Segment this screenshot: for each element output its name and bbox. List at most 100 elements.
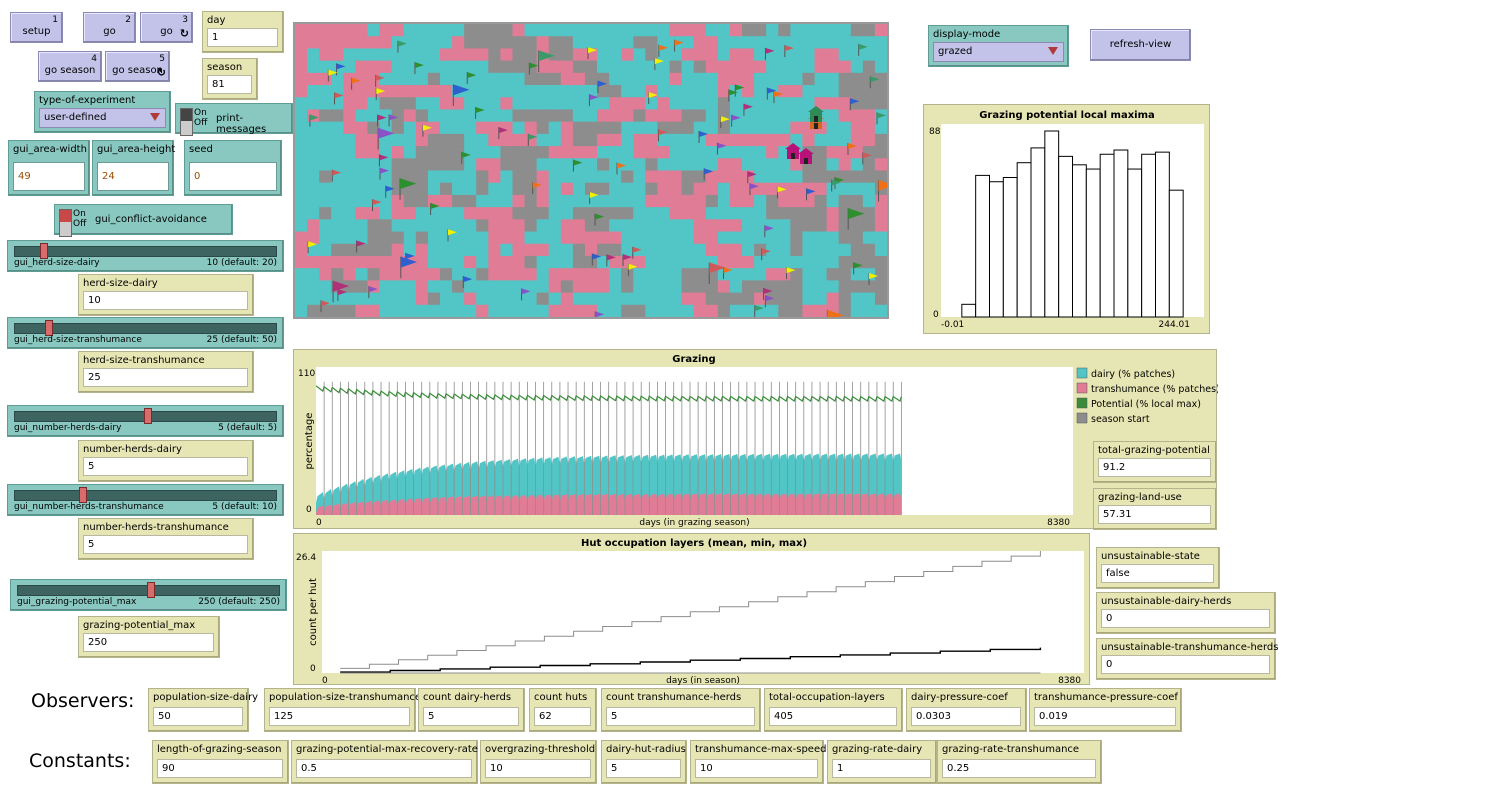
patch [874,146,888,159]
patch [621,48,634,62]
slider-track[interactable] [14,246,277,257]
display-mode-select[interactable]: grazed [933,42,1064,62]
herd-flag-icon [377,127,395,150]
seed-input[interactable]: seed 0 [184,140,282,196]
display-mode-chooser[interactable]: display-mode grazed [928,25,1069,67]
patch [427,207,441,220]
go-once-button[interactable]: 2 go [83,12,136,43]
patch [705,109,719,123]
patch [355,219,368,233]
area-width-field[interactable]: 49 [13,162,85,191]
go-season-button[interactable]: 4 go season [38,51,102,82]
patch [488,292,501,306]
patch [331,109,344,123]
patch [826,182,840,196]
slider-handle[interactable] [39,243,48,259]
herd-size-dairy-slider[interactable]: gui_herd-size-dairy 10 (default: 20) [7,240,284,272]
type-of-experiment-chooser[interactable]: type-of-experiment user-defined [34,91,171,133]
patch [343,292,356,306]
patch [367,170,381,184]
number-herds-transhumance-slider[interactable]: gui_number-herds-transhumance 5 (default… [7,484,284,516]
slider-track[interactable] [14,323,277,334]
patch [838,268,852,281]
number-herds-dairy-slider[interactable]: gui_number-herds-dairy 5 (default: 5) [7,405,284,437]
world-view[interactable] [293,22,895,332]
patch [621,133,634,147]
conflict-avoidance-switch[interactable]: On Off gui_conflict-avoidance [54,204,233,237]
patch [355,292,368,306]
switch-toggle-icon[interactable] [180,108,193,136]
switch-toggle-icon[interactable] [59,209,72,237]
patch [403,207,417,220]
patch [548,85,562,98]
patch [512,219,526,233]
setup-button[interactable]: 1 setup [10,12,63,43]
patch [645,268,658,281]
patch [657,133,671,147]
refresh-view-button[interactable]: refresh-view [1090,29,1191,61]
herd-flag-icon [532,182,542,195]
patch [633,109,646,123]
patch [343,48,356,62]
print-messages-switch[interactable]: On Off print-messages [175,103,293,136]
patch [669,48,683,62]
patch [850,133,864,147]
seed-field[interactable]: 0 [189,162,277,191]
slider-handle[interactable] [146,582,155,598]
patch [621,72,634,86]
switch-on-label: On [194,108,207,118]
patch [331,207,344,220]
patch [464,304,477,318]
patch [802,280,816,294]
go-forever-button[interactable]: 3 go ↻ [140,12,193,43]
patch [415,280,429,294]
area-height-input[interactable]: gui_area-height 24 [92,140,175,196]
slider-handle[interactable] [143,408,152,424]
patch [415,146,429,159]
herd-size-transhumance-slider[interactable]: gui_herd-size-transhumance 25 (default: … [7,317,284,349]
patch [705,146,719,159]
go-season-forever-button[interactable]: 5 go season ↻ [105,51,170,82]
patch [476,133,489,147]
svg-text:season start: season start [1091,414,1150,425]
slider-track[interactable] [14,490,277,501]
patch [621,268,634,281]
slider-handle[interactable] [45,320,54,336]
patch [693,72,707,86]
patch [754,121,767,135]
patch [391,268,405,281]
patch [560,268,574,281]
patch [862,304,876,318]
patch [742,292,755,306]
patch [500,219,513,233]
monitor-label: grazing-rate-transhumance [942,744,1080,755]
patch [307,85,320,98]
patch [379,231,393,245]
area-width-input[interactable]: gui_area-width 49 [8,140,90,196]
patch [862,158,876,171]
patch [778,133,791,147]
patch [790,268,803,281]
patch [681,268,695,281]
grazing-potential-max-slider[interactable]: gui_grazing-potential_max 250 (default: … [10,579,287,611]
patch [597,97,610,110]
patch [766,146,779,159]
monitor-label: dairy-pressure-coef [911,692,1008,703]
patch [524,146,538,159]
svg-text:Potential (% local max): Potential (% local max) [1091,399,1201,410]
patch [693,158,707,171]
patch [391,121,405,135]
patch [572,207,586,220]
slider-handle[interactable] [78,487,87,503]
patch [512,109,526,123]
patch [657,24,671,37]
patch [536,268,550,281]
type-of-experiment-select[interactable]: user-defined [39,108,166,128]
area-height-field[interactable]: 24 [97,162,169,191]
herd-flag-icon [761,248,771,261]
patch [717,304,731,318]
patch [427,292,441,306]
patch [464,231,477,245]
herd-flag-icon [351,77,361,90]
patch [717,72,731,86]
